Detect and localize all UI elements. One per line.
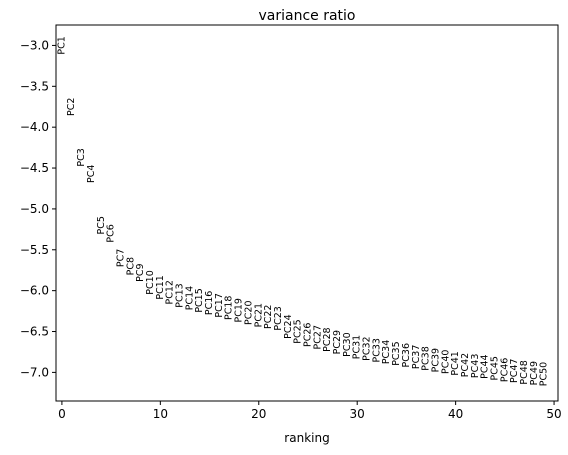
y-tick-label: −5.5	[20, 243, 49, 257]
point-label-pc17: PC17	[214, 293, 225, 317]
point-label-pc39: PC39	[430, 348, 441, 372]
point-label-pc33: PC33	[371, 338, 382, 362]
point-label-pc44: PC44	[480, 354, 491, 378]
x-tick-label: 20	[251, 407, 266, 421]
x-tick-label: 40	[448, 407, 463, 421]
point-label-pc36: PC36	[401, 343, 412, 367]
point-label-pc34: PC34	[381, 340, 392, 364]
point-label-pc21: PC21	[253, 303, 264, 327]
point-label-pc38: PC38	[421, 346, 432, 370]
y-tick-label: −6.5	[20, 325, 49, 339]
y-tick-label: −3.0	[20, 38, 49, 52]
point-label-pc16: PC16	[204, 291, 215, 315]
point-label-pc8: PC8	[125, 257, 136, 275]
point-label-pc35: PC35	[391, 341, 402, 365]
point-label-pc45: PC45	[490, 356, 501, 380]
point-label-pc5: PC5	[96, 216, 107, 234]
y-tick-label: −6.0	[20, 284, 49, 298]
point-label-pc6: PC6	[106, 224, 117, 242]
point-labels: PC1PC2PC3PC4PC5PC6PC7PC8PC9PC10PC11PC12P…	[56, 36, 549, 386]
point-label-pc41: PC41	[450, 351, 461, 375]
point-label-pc49: PC49	[529, 361, 540, 385]
point-label-pc9: PC9	[135, 263, 146, 281]
point-label-pc30: PC30	[342, 332, 353, 356]
y-tick-label: −4.0	[20, 120, 49, 134]
point-label-pc11: PC11	[155, 275, 166, 299]
y-tick-label: −3.5	[20, 79, 49, 93]
point-label-pc28: PC28	[322, 327, 333, 351]
point-label-pc1: PC1	[56, 36, 67, 54]
point-label-pc18: PC18	[224, 296, 235, 320]
point-label-pc40: PC40	[440, 350, 451, 374]
x-tick-label: 50	[546, 407, 561, 421]
point-label-pc24: PC24	[283, 314, 294, 338]
point-label-pc3: PC3	[76, 148, 87, 166]
point-label-pc2: PC2	[66, 98, 77, 116]
point-label-pc7: PC7	[115, 249, 126, 267]
y-tick-label: −5.0	[20, 202, 49, 216]
point-label-pc23: PC23	[273, 306, 284, 330]
point-label-pc22: PC22	[263, 305, 274, 329]
x-tick-label: 10	[153, 407, 168, 421]
point-label-pc26: PC26	[302, 323, 313, 347]
point-label-pc31: PC31	[352, 335, 363, 359]
point-label-pc46: PC46	[499, 358, 510, 382]
x-tick-label: 30	[350, 407, 365, 421]
point-label-pc29: PC29	[332, 330, 343, 354]
plot-frame	[55, 24, 559, 402]
point-label-pc43: PC43	[470, 354, 481, 378]
x-axis-label: ranking	[284, 431, 329, 445]
point-label-pc27: PC27	[312, 325, 323, 349]
x-tick-label: 0	[58, 407, 66, 421]
y-axis: −3.0 −3.5 −4.0 −4.5 −5.0 −5.5 −6.0 −6.5 −7.0	[20, 38, 56, 379]
point-label-pc4: PC4	[86, 165, 97, 183]
point-label-pc19: PC19	[234, 298, 245, 322]
x-axis: 0 10 20 30 40 50	[58, 401, 562, 421]
point-label-pc10: PC10	[145, 270, 156, 294]
point-label-pc42: PC42	[460, 353, 471, 377]
point-label-pc48: PC48	[519, 360, 530, 384]
point-label-pc20: PC20	[243, 300, 254, 324]
point-label-pc13: PC13	[175, 283, 186, 307]
point-label-pc25: PC25	[293, 319, 304, 343]
y-tick-label: −4.5	[20, 161, 49, 175]
point-label-pc50: PC50	[539, 362, 550, 386]
point-label-pc12: PC12	[165, 280, 176, 304]
point-label-pc32: PC32	[362, 336, 373, 360]
y-tick-label: −7.0	[20, 365, 49, 379]
point-label-pc15: PC15	[194, 288, 205, 312]
chart-title: variance ratio	[258, 8, 355, 24]
point-label-pc47: PC47	[509, 359, 520, 383]
point-label-pc14: PC14	[184, 286, 195, 310]
point-label-pc37: PC37	[411, 345, 422, 369]
